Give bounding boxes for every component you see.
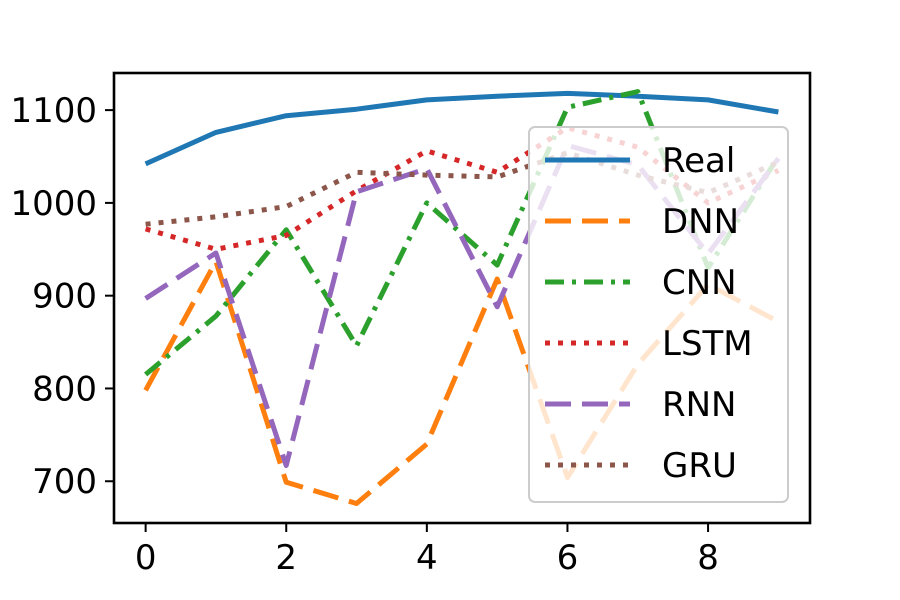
series-line-cnn — [144, 89, 781, 377]
legend-label-rnn: RNN — [662, 385, 737, 425]
legend-label-lstm: LSTM — [662, 324, 753, 364]
x-tick-label: 2 — [275, 538, 297, 578]
plot-frame — [112, 71, 812, 525]
y-tick-label: 900 — [32, 277, 97, 317]
y-tick-label: 700 — [32, 462, 97, 502]
legend-label-cnn: CNN — [662, 263, 737, 303]
x-tick-label: 6 — [557, 538, 579, 578]
y-tick-label: 1000 — [10, 184, 97, 224]
y-tick-label: 1100 — [10, 91, 97, 131]
legend-label-dnn: DNN — [662, 202, 739, 242]
x-tick-label: 4 — [416, 538, 438, 578]
x-tick-label: 8 — [697, 538, 719, 578]
legend-box — [528, 126, 789, 503]
x-tick-label: 0 — [135, 538, 157, 578]
y-tick-label: 800 — [32, 369, 97, 409]
legend-label-gru: GRU — [662, 446, 737, 486]
series-line-real — [144, 90, 779, 167]
axes-ticks: 0 2 4 6 8 700 800 900 1000 1100 — [10, 91, 718, 578]
legend-label-real: Real — [662, 141, 735, 181]
series-line-gru — [145, 150, 780, 227]
legend: Real DNN CNN LSTM RNN GRU — [528, 126, 789, 503]
